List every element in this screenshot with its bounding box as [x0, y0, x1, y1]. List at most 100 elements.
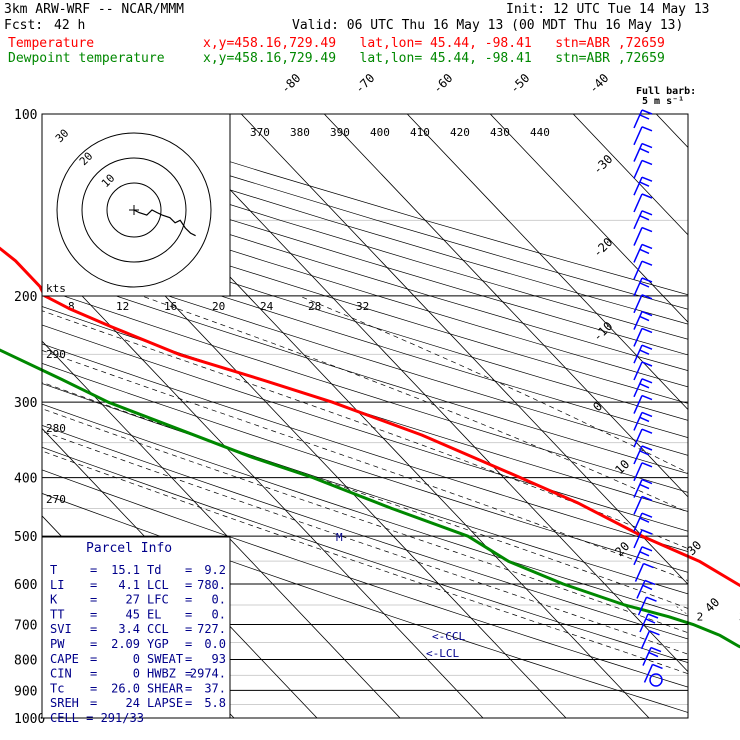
stability-label: 16 [164, 300, 177, 313]
dry-adiabat [42, 204, 688, 404]
wind-barb [641, 344, 653, 350]
wind-barb [641, 210, 653, 216]
wind-barb [641, 193, 653, 199]
wind-barb [633, 143, 643, 162]
forecast-hours: 42 h [54, 18, 86, 33]
valid-time: Valid: 06 UTC Thu 16 May 13 (00 MDT Thu … [292, 18, 684, 33]
parcel-label: YGP [147, 637, 169, 651]
parcel-eq: = [185, 637, 192, 651]
theta-label: 430 [490, 126, 510, 139]
isotherm-label: -30 [590, 152, 615, 177]
wind-barb [633, 311, 643, 330]
dewpoint-legend: Dewpoint temperature [8, 51, 165, 66]
parcel-label: LFC [147, 593, 169, 607]
temperature-location: x,y=458.16,729.49 lat,lon= 45.44, -98.41… [203, 36, 665, 51]
isotherm-label: 20 [612, 539, 632, 559]
isotherm-label: 40 [702, 595, 722, 615]
isotherm-label: -60 [430, 71, 455, 96]
isotherm-label: -20 [590, 235, 615, 260]
parcel-eq: = [90, 681, 97, 695]
left-axis-label: 290 [46, 348, 66, 361]
plot-frame [41, 113, 689, 719]
moist-adiabat [42, 408, 688, 634]
parcel-value: 37. [204, 681, 226, 695]
wind-barb [641, 512, 653, 518]
parcel-value: 45 [126, 607, 140, 621]
parcel-eq: = [185, 578, 192, 592]
wind-barb [639, 215, 650, 221]
wind-barb [633, 496, 643, 515]
wind-barb [641, 411, 653, 418]
wind-barb [633, 193, 643, 213]
wind-barb [648, 651, 659, 658]
parcel-eq: = [90, 667, 97, 681]
isotherm [323, 114, 688, 498]
parcel-label: CIN [50, 667, 72, 681]
theta-label: 390 [330, 126, 350, 139]
wind-barb [641, 126, 653, 132]
parcel-label: LI [50, 578, 64, 592]
dry-adiabat [42, 253, 688, 456]
wind-barb [633, 210, 643, 230]
parcel-value: 27 [126, 593, 140, 607]
hodograph-units: kts [46, 282, 66, 295]
wind-barb [633, 176, 643, 196]
isotherm-label: -50 [507, 71, 532, 96]
dry-adiabat [42, 174, 688, 372]
parcel-label: SWEAT [147, 652, 183, 666]
pressure-label-200: 200 [14, 290, 37, 305]
wind-barb [633, 328, 643, 347]
parcel-value: 93 [212, 652, 226, 666]
parcel-info-title: Parcel Info [86, 541, 172, 556]
dry-adiabat [42, 270, 688, 474]
dry-adiabat [42, 159, 688, 356]
hodograph-ring [56, 132, 212, 288]
parcel-value: 727. [197, 622, 226, 636]
hodograph-frame [41, 113, 231, 297]
mixing-ratio-line [717, 605, 740, 718]
isotherm [406, 114, 688, 411]
stability-label: 24 [260, 300, 274, 313]
parcel-eq: = [185, 652, 192, 666]
wind-barb-title: Full barb: [636, 86, 696, 97]
parcel-label: T [50, 563, 57, 577]
wind-barb [633, 412, 643, 431]
wind-barb [634, 563, 645, 582]
isotherm [42, 340, 401, 718]
theta-label: 380 [290, 126, 310, 139]
stability-label: 20 [212, 300, 225, 313]
theta-label: 440 [530, 126, 550, 139]
parcel-value: 0. [212, 593, 226, 607]
parcel-label: CCL [147, 622, 169, 636]
wind-barb [633, 512, 643, 532]
wind-barb [639, 181, 650, 187]
parcel-eq: = [90, 578, 97, 592]
wind-barb [641, 159, 653, 166]
theta-label: 370 [250, 126, 270, 139]
pressure-label-700: 700 [14, 618, 37, 633]
wind-barb [636, 580, 646, 599]
pressure-label-400: 400 [14, 472, 37, 487]
wind-barb [641, 142, 653, 149]
parcel-eq: = [185, 593, 192, 607]
dry-adiabat [42, 288, 688, 493]
dry-adiabat [42, 220, 688, 421]
wind-barb [640, 630, 651, 650]
wind-barb [641, 109, 653, 115]
parcel-label: HWBZ [147, 667, 176, 681]
wind-barb [633, 395, 643, 414]
wind-barb [641, 428, 653, 434]
parcel-eq: = [185, 681, 192, 695]
wind-barb [641, 294, 653, 300]
theta-label: 400 [370, 126, 390, 139]
isotherm [240, 114, 688, 585]
wind-barb [639, 248, 650, 255]
parcel-value: 15.1 [111, 563, 140, 577]
mixing-ratio-label: 2 [697, 610, 704, 623]
hodograph-trace [133, 209, 196, 237]
dry-adiabat [42, 189, 688, 388]
wind-barb [641, 310, 653, 317]
isotherm [489, 114, 688, 323]
wind-barb [639, 483, 650, 490]
